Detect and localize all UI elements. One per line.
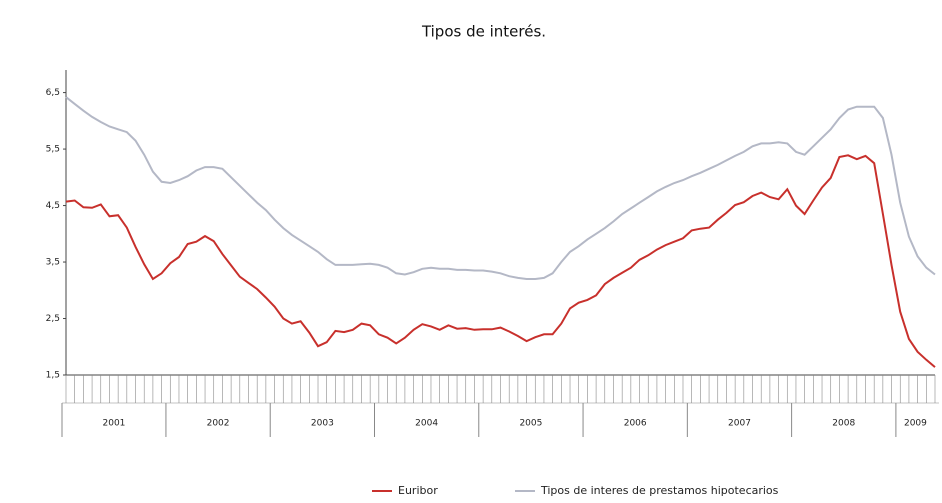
- year-label: 2008: [832, 419, 855, 429]
- y-tick-label: 2,5: [46, 314, 60, 324]
- year-label: 2002: [207, 419, 230, 429]
- legend-label: Euribor: [398, 484, 438, 497]
- y-tick-label: 1,5: [46, 371, 60, 381]
- series-line: [65, 96, 936, 280]
- y-tick-label: 3,5: [46, 258, 60, 268]
- series-line: [65, 154, 936, 368]
- year-label: 2009: [904, 419, 927, 429]
- year-label: 2005: [519, 419, 542, 429]
- year-label: 2001: [103, 419, 126, 429]
- year-label: 2003: [311, 419, 334, 429]
- y-tick-label: 5,5: [46, 145, 60, 155]
- year-label: 2007: [728, 419, 751, 429]
- y-tick-label: 4,5: [46, 201, 60, 211]
- chart-title: Tipos de interés.: [421, 23, 546, 41]
- year-label: 2006: [624, 419, 647, 429]
- legend-label: Tipos de interes de prestamos hipotecari…: [540, 484, 779, 497]
- y-tick-label: 6,5: [46, 88, 60, 98]
- year-label: 2004: [415, 419, 438, 429]
